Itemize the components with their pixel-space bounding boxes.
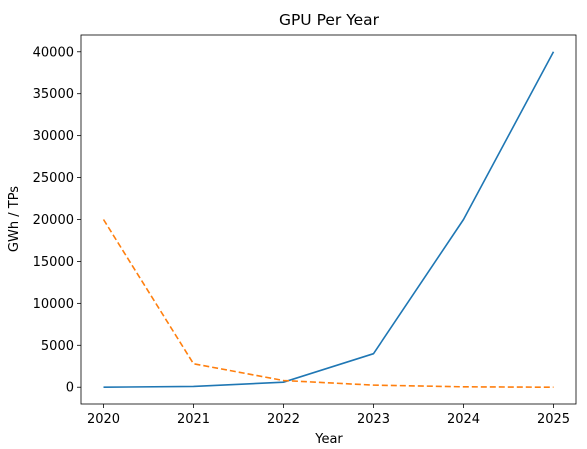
x-tick-label: 2022 bbox=[267, 412, 300, 427]
y-tick-label: 15000 bbox=[33, 255, 74, 270]
y-axis-title: GWh / TPs bbox=[7, 186, 22, 252]
y-tick-label: 35000 bbox=[33, 87, 74, 102]
x-tick-label: 2024 bbox=[447, 412, 480, 427]
x-axis: 2020 2021 2022 2023 2024 2025 bbox=[87, 404, 570, 427]
x-axis-title: Year bbox=[314, 432, 343, 447]
y-axis: 0 5000 10000 15000 20000 25000 30000 35000 40000 bbox=[33, 45, 81, 396]
y-tick-label: 25000 bbox=[33, 171, 74, 186]
y-tick-label: 40000 bbox=[33, 45, 74, 60]
x-tick-label: 2025 bbox=[537, 412, 570, 427]
y-tick-label: 0 bbox=[66, 381, 74, 396]
series-line-2 bbox=[102, 219, 554, 389]
x-tick-label: 2021 bbox=[177, 412, 210, 427]
y-tick-label: 30000 bbox=[33, 129, 74, 144]
chart-title: GPU Per Year bbox=[279, 11, 380, 29]
x-tick-label: 2023 bbox=[357, 412, 390, 427]
y-tick-label: 10000 bbox=[33, 297, 74, 312]
series-line-1 bbox=[103, 51, 555, 389]
plot-frame bbox=[80, 34, 577, 405]
plot-area bbox=[80, 34, 577, 405]
x-tick-label: 2020 bbox=[87, 412, 120, 427]
series-layer bbox=[102, 51, 555, 389]
y-tick-label: 5000 bbox=[41, 339, 74, 354]
y-tick-label: 20000 bbox=[33, 213, 74, 228]
